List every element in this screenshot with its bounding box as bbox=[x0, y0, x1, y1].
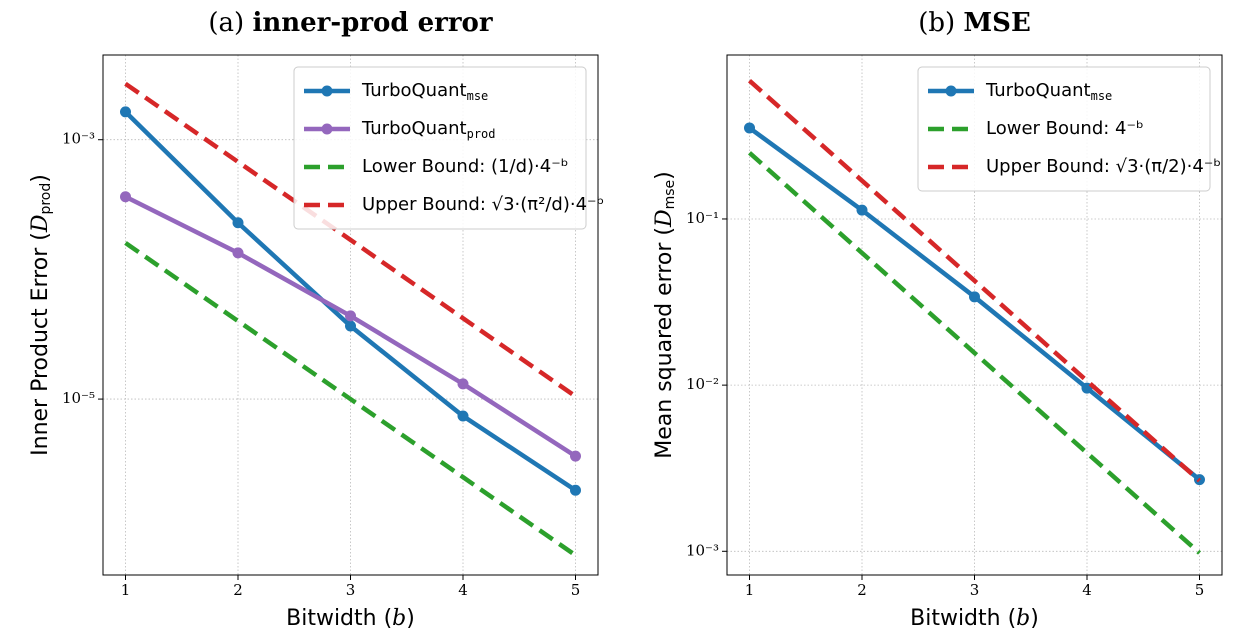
x-label-var: b bbox=[392, 606, 406, 631]
x-tick-label: 3 bbox=[970, 581, 980, 599]
x-label-end: ) bbox=[1030, 606, 1039, 631]
x-tick-label: 4 bbox=[458, 581, 468, 599]
title-text: inner-prod error bbox=[252, 8, 492, 38]
series-line bbox=[748, 78, 1201, 483]
x-tick-label: 1 bbox=[121, 581, 131, 599]
y-label-end: ) bbox=[652, 171, 677, 180]
legend-label: Upper Bound: √3·(π/2)·4⁻ᵇ bbox=[986, 156, 1221, 177]
x-axis-label: Bitwidth (b) bbox=[286, 606, 415, 631]
x-tick-label: 2 bbox=[233, 581, 243, 599]
data-point bbox=[969, 291, 980, 303]
y-label-text: Inner Product Error ( bbox=[28, 232, 53, 456]
legend-label: Upper Bound: √3·(π²/d)·4⁻ᵇ bbox=[362, 194, 604, 215]
legend-marker bbox=[321, 123, 333, 135]
data-point bbox=[856, 204, 868, 216]
y-tick-label: 10⁻³ bbox=[686, 541, 719, 559]
data-point bbox=[570, 484, 581, 496]
plot-frame bbox=[102, 54, 599, 576]
x-tick-label: 5 bbox=[571, 581, 581, 599]
legend-label: TurboQuantprod bbox=[361, 118, 496, 141]
y-axis-label: Mean squared error (Dmse) bbox=[652, 171, 678, 458]
data-point bbox=[744, 122, 755, 134]
y-label-var: D bbox=[652, 209, 677, 228]
data-point bbox=[570, 450, 581, 462]
x-tick-label: 3 bbox=[346, 581, 356, 599]
title-prefix: (b) bbox=[918, 8, 955, 38]
legend-box bbox=[917, 66, 1211, 192]
legend-sub: mse bbox=[1091, 89, 1113, 103]
y-tick-label: 10⁻³ bbox=[62, 130, 95, 148]
y-tick-label: 10⁻⁵ bbox=[62, 389, 95, 407]
legend-name: Lower Bound: (1/d)·4⁻ᵇ bbox=[362, 156, 568, 177]
x-tick-label: 1 bbox=[745, 581, 755, 599]
chart-title: (b) MSE bbox=[918, 8, 1031, 38]
data-point bbox=[457, 378, 469, 390]
x-label-end: ) bbox=[406, 606, 415, 631]
data-point bbox=[232, 217, 244, 229]
legend-sub: prod bbox=[467, 127, 496, 141]
y-label-sub: mse bbox=[662, 180, 678, 210]
y-tick-label: 10⁻² bbox=[686, 375, 719, 393]
y-tick-label: 10⁻¹ bbox=[686, 209, 719, 227]
data-point bbox=[120, 191, 131, 203]
data-point bbox=[345, 320, 356, 332]
x-tick-label: 5 bbox=[1195, 581, 1205, 599]
y-label-sub: prod bbox=[38, 183, 54, 215]
y-label-end: ) bbox=[28, 174, 53, 183]
y-label-text: Mean squared error ( bbox=[652, 227, 677, 459]
legend-label: TurboQuantmse bbox=[985, 80, 1112, 103]
legend-label: Lower Bound: (1/d)·4⁻ᵇ bbox=[362, 156, 568, 177]
data-point bbox=[345, 310, 356, 322]
title-prefix: (a) bbox=[208, 8, 244, 38]
legend-name: TurboQuant bbox=[985, 80, 1091, 101]
legend-name: Lower Bound: 4⁻ᵇ bbox=[986, 118, 1144, 139]
data-point bbox=[457, 410, 469, 422]
legend-name: TurboQuant bbox=[361, 80, 467, 101]
series-line bbox=[748, 151, 1201, 555]
y-label-var: D bbox=[28, 214, 53, 233]
series-line bbox=[124, 81, 577, 399]
x-label-text: Bitwidth ( bbox=[910, 606, 1016, 631]
legend-box bbox=[293, 66, 587, 230]
title-text: MSE bbox=[963, 8, 1030, 38]
x-label-text: Bitwidth ( bbox=[286, 606, 392, 631]
legend-marker bbox=[945, 85, 957, 97]
x-axis-label: Bitwidth (b) bbox=[910, 606, 1039, 631]
series-line bbox=[124, 241, 577, 558]
chart-title: (a) inner-prod error bbox=[208, 8, 493, 38]
x-tick-label: 2 bbox=[857, 581, 867, 599]
y-axis-label: Inner Product Error (Dprod) bbox=[28, 174, 54, 456]
legend-label: TurboQuantmse bbox=[361, 80, 488, 103]
legend-marker bbox=[321, 85, 333, 97]
legend-name: Upper Bound: √3·(π/2)·4⁻ᵇ bbox=[986, 156, 1221, 177]
data-point bbox=[232, 247, 244, 259]
x-tick-label: 4 bbox=[1082, 581, 1092, 599]
plot-frame bbox=[726, 54, 1223, 576]
legend-name: Upper Bound: √3·(π²/d)·4⁻ᵇ bbox=[362, 194, 604, 215]
legend-label: Lower Bound: 4⁻ᵇ bbox=[986, 118, 1144, 139]
legend-sub: mse bbox=[467, 89, 489, 103]
data-point bbox=[120, 106, 131, 118]
x-label-var: b bbox=[1016, 606, 1030, 631]
legend-name: TurboQuant bbox=[361, 118, 467, 139]
